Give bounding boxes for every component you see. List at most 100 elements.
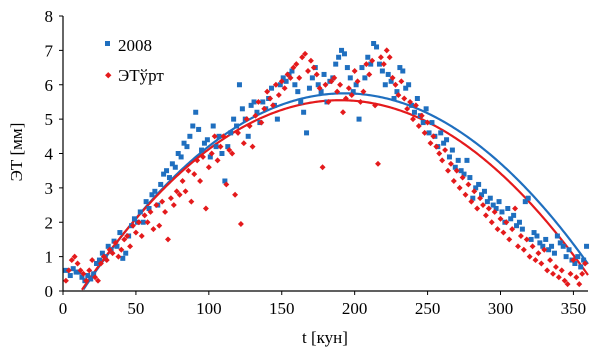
point-2008 <box>519 226 525 232</box>
point-2008 <box>161 171 167 177</box>
point-etyrt <box>261 105 268 112</box>
point-etyrt <box>392 81 399 88</box>
point-etyrt <box>313 71 320 78</box>
point-2008 <box>546 247 552 253</box>
point-2008 <box>481 188 487 194</box>
point-2008 <box>341 51 347 57</box>
point-etyrt <box>232 191 239 198</box>
point-2008 <box>76 269 82 275</box>
point-2008 <box>274 116 280 122</box>
point-2008 <box>309 75 315 81</box>
point-2008 <box>540 243 546 249</box>
point-2008 <box>514 223 520 229</box>
point-2008 <box>470 195 476 201</box>
point-2008 <box>554 233 560 239</box>
point-etyrt <box>372 102 379 109</box>
point-2008 <box>505 206 511 211</box>
point-etyrt <box>226 147 233 154</box>
point-2008 <box>196 126 202 132</box>
point-etyrt <box>450 178 457 184</box>
x-tick-label: 350 <box>561 299 587 318</box>
point-2008 <box>193 109 199 115</box>
point-2008 <box>236 82 242 88</box>
point-2008 <box>277 82 283 88</box>
point-2008 <box>353 82 359 88</box>
point-etyrt <box>214 157 221 164</box>
point-etyrt <box>377 54 384 61</box>
point-2008 <box>146 206 152 211</box>
point-etyrt <box>322 81 329 88</box>
point-etyrt <box>267 95 274 102</box>
point-2008 <box>96 257 102 263</box>
point-2008 <box>219 151 225 156</box>
x-tick-label: 150 <box>269 299 295 318</box>
point-etyrt <box>430 133 437 140</box>
point-etyrt <box>202 205 209 212</box>
point-etyrt <box>494 226 501 233</box>
point-2008 <box>184 144 190 150</box>
legend-label-2008: 2008 <box>118 36 152 55</box>
point-2008 <box>339 47 345 53</box>
point-2008 <box>234 123 240 129</box>
point-2008 <box>216 133 222 139</box>
point-2008 <box>441 140 447 146</box>
point-etyrt <box>500 229 507 236</box>
point-etyrt <box>348 92 355 99</box>
point-2008 <box>362 75 368 81</box>
point-etyrt <box>127 243 134 250</box>
point-etyrt <box>176 191 183 198</box>
point-etyrt <box>135 219 142 226</box>
point-etyrt <box>170 202 177 209</box>
point-etyrt <box>211 133 218 140</box>
point-etyrt <box>270 102 276 109</box>
point-2008 <box>225 144 231 150</box>
y-tick-label: 4 <box>45 145 54 164</box>
point-etyrt <box>477 195 484 202</box>
point-etyrt <box>179 178 186 184</box>
point-etyrt <box>191 171 198 178</box>
point-2008 <box>260 99 266 105</box>
point-etyrt <box>200 153 206 160</box>
x-tick-label: 50 <box>127 299 144 318</box>
point-2008 <box>379 68 385 74</box>
point-etyrt <box>509 226 516 233</box>
point-2008 <box>411 109 417 115</box>
point-2008 <box>149 192 155 198</box>
point-etyrt <box>535 250 542 257</box>
point-2008 <box>414 96 420 101</box>
point-2008 <box>365 54 371 60</box>
point-2008 <box>248 102 254 108</box>
point-2008 <box>152 188 158 194</box>
trend-line-etyrt <box>81 99 589 291</box>
point-etyrt <box>488 219 495 226</box>
point-etyrt <box>424 119 431 126</box>
point-2008 <box>333 61 339 67</box>
point-2008 <box>292 82 298 88</box>
point-etyrt <box>138 233 145 239</box>
point-2008 <box>269 85 275 91</box>
point-etyrt <box>173 188 180 195</box>
point-2008 <box>169 161 175 167</box>
point-2008 <box>254 109 260 115</box>
point-2008 <box>321 71 327 77</box>
point-2008 <box>496 199 502 205</box>
point-2008 <box>584 243 590 249</box>
point-etyrt <box>217 143 224 150</box>
point-2008 <box>467 175 473 181</box>
point-2008 <box>318 89 324 95</box>
point-2008 <box>347 75 353 81</box>
point-etyrt <box>167 195 174 202</box>
point-2008 <box>371 41 377 46</box>
point-etyrt <box>240 140 247 147</box>
point-2008 <box>511 212 517 218</box>
y-tick-label: 0 <box>45 282 54 301</box>
point-2008 <box>280 75 286 81</box>
point-2008 <box>251 99 257 105</box>
x-axis-ticks: 0 50 100 150 200 250 300 350 <box>59 291 586 318</box>
x-tick-label: 0 <box>59 299 68 318</box>
point-2008 <box>178 154 184 160</box>
point-2008 <box>158 181 164 187</box>
point-etyrt <box>389 74 396 81</box>
point-2008 <box>397 65 403 71</box>
point-2008 <box>429 120 435 126</box>
